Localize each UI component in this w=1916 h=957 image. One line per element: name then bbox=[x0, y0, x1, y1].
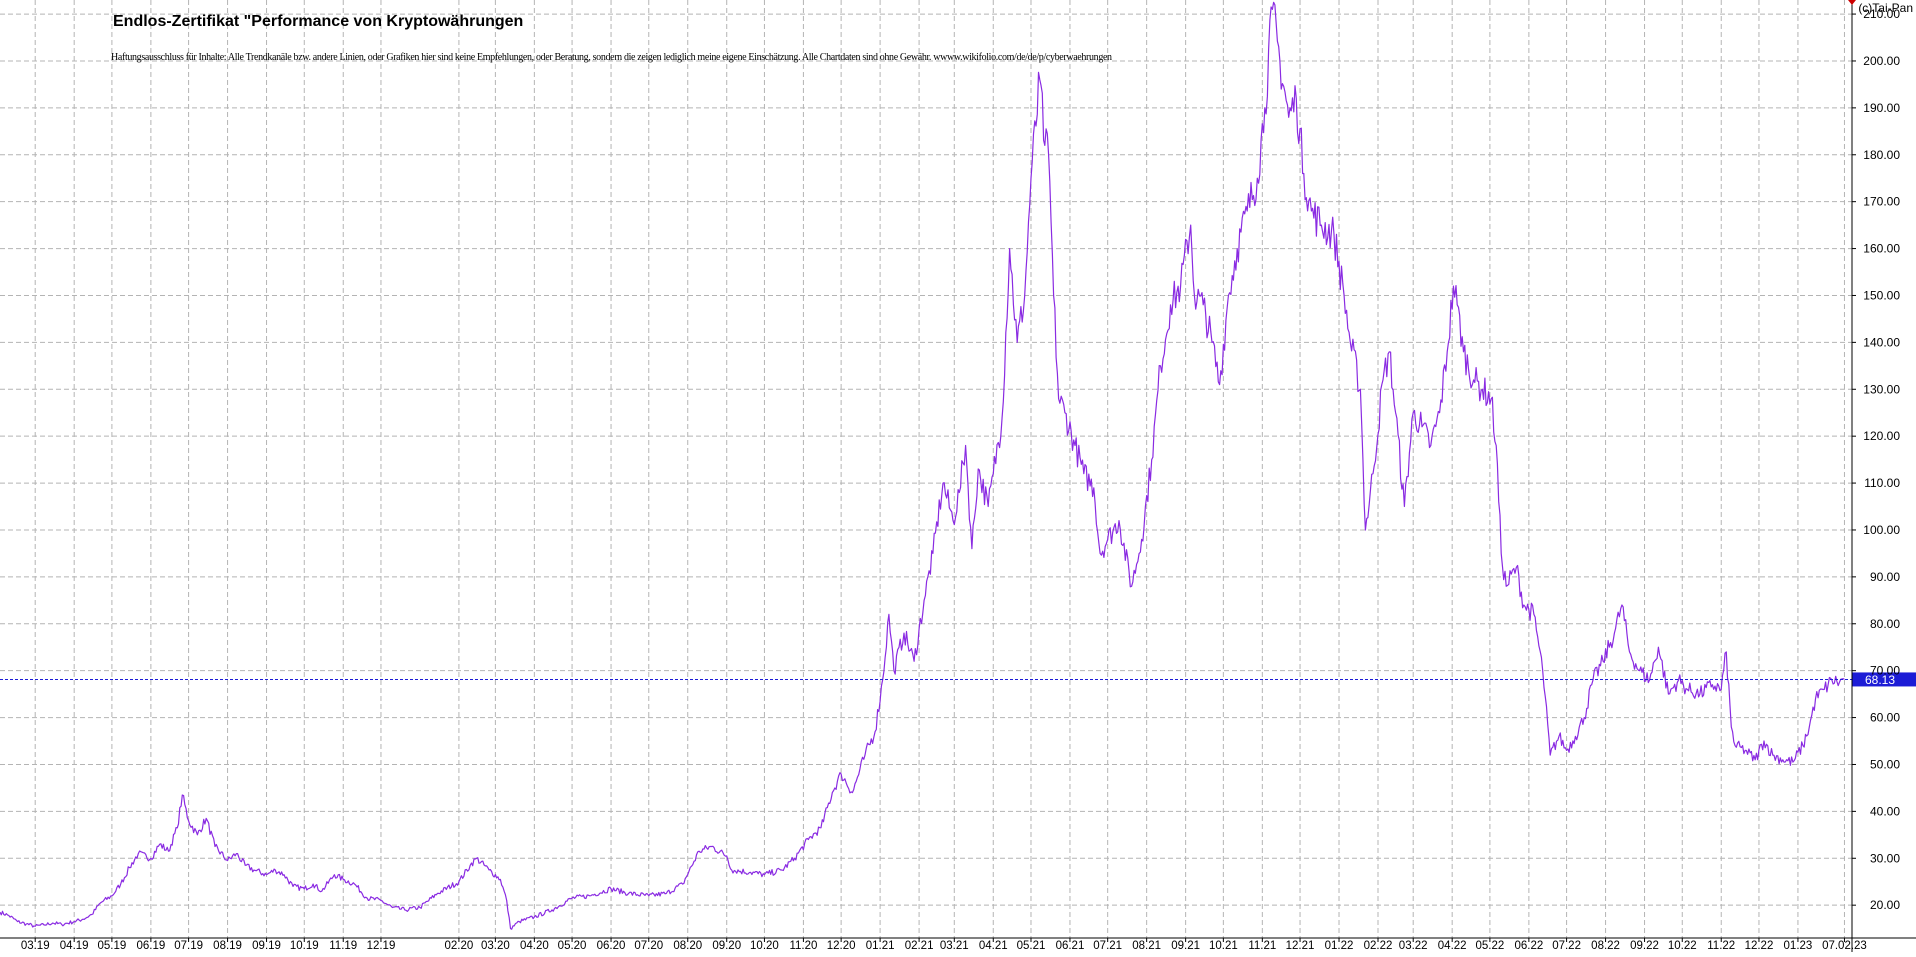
y-tick-label: 50.00 bbox=[1870, 757, 1900, 771]
x-tick-label: 05.19 bbox=[98, 940, 127, 952]
copyright-label: (c)Tai-Pan bbox=[1858, 1, 1913, 15]
y-tick-label: 190.00 bbox=[1863, 101, 1900, 115]
y-tick-label: 210.00 bbox=[1863, 7, 1900, 21]
x-tick-label: 08.21 bbox=[1132, 940, 1161, 952]
x-tick-label: 01.23 bbox=[1784, 940, 1813, 952]
x-tick-label: 09.20 bbox=[712, 940, 741, 952]
x-tick-label: 02.21 bbox=[905, 940, 934, 952]
x-tick-label: 06.20 bbox=[597, 940, 626, 952]
x-tick-label: 04.22 bbox=[1438, 940, 1467, 952]
disclaimer-text: Haftungsausschluss für Inhalte: Alle Tre… bbox=[111, 52, 1112, 63]
x-tick-label: 06.19 bbox=[136, 940, 165, 952]
x-tick-label: 10.21 bbox=[1209, 940, 1238, 952]
x-tick-label: 11.21 bbox=[1248, 940, 1276, 952]
x-tick-label: 12.19 bbox=[367, 940, 396, 952]
corner-marker-icon bbox=[1848, 0, 1856, 5]
x-tick-label: 03.20 bbox=[481, 940, 510, 952]
current-value-badge bbox=[1852, 672, 1916, 687]
x-tick-label: 03.21 bbox=[940, 940, 969, 952]
series-line bbox=[0, 1, 1845, 930]
x-tick-label: 06.22 bbox=[1514, 940, 1543, 952]
chart-title: Endlos-Zertifikat "Performance von Krypt… bbox=[113, 13, 524, 30]
x-tick-label: 12.20 bbox=[827, 940, 856, 952]
x-tick-label: 07.20 bbox=[634, 940, 663, 952]
x-tick-label: 04.19 bbox=[60, 940, 89, 952]
x-tick-label: 05.21 bbox=[1017, 940, 1046, 952]
y-tick-label: 40.00 bbox=[1870, 804, 1900, 818]
x-tick-label: 10.19 bbox=[290, 940, 319, 952]
x-tick-label: 08.20 bbox=[673, 940, 702, 952]
x-tick-label: 03.22 bbox=[1399, 940, 1428, 952]
y-tick-label: 90.00 bbox=[1870, 570, 1900, 584]
x-tick-label: 12.22 bbox=[1745, 940, 1774, 952]
y-tick-label: 30.00 bbox=[1870, 851, 1900, 865]
x-tick-label: 09.21 bbox=[1171, 940, 1200, 952]
x-tick-label: 03.19 bbox=[21, 940, 50, 952]
x-tick-label: 09.19 bbox=[252, 940, 281, 952]
x-tick-label: 05.20 bbox=[558, 940, 587, 952]
x-tick-label: 07.22 bbox=[1552, 940, 1581, 952]
x-tick-label: 04.20 bbox=[520, 940, 549, 952]
y-tick-label: 160.00 bbox=[1863, 242, 1900, 256]
y-tick-label: 170.00 bbox=[1863, 195, 1900, 209]
y-tick-label: 150.00 bbox=[1863, 288, 1900, 302]
y-tick-label: 200.00 bbox=[1863, 54, 1900, 68]
x-tick-label: 12.21 bbox=[1286, 940, 1315, 952]
x-tick-label: 11.20 bbox=[789, 940, 817, 952]
y-tick-label: 130.00 bbox=[1863, 382, 1900, 396]
x-tick-label: 11.19 bbox=[329, 940, 357, 952]
current-value-label: 68.13 bbox=[1865, 673, 1895, 687]
x-tick-label: 01.21 bbox=[866, 940, 895, 952]
y-tick-label: 120.00 bbox=[1863, 429, 1900, 443]
x-tick-label: 07.21 bbox=[1093, 940, 1122, 952]
x-axis-labels: 03.19 04.19 05.19 06.19 07.19 08.19 09.19 10.19… bbox=[21, 940, 1867, 952]
x-tick-label: 07.02.23 bbox=[1822, 940, 1867, 952]
y-axis-labels: 20.00 30.00 40.00 50.00 60.00 70.00 80.00 90.00… bbox=[1863, 7, 1900, 912]
x-tick-label: 11.22 bbox=[1707, 940, 1735, 952]
y-tick-label: 180.00 bbox=[1863, 148, 1900, 162]
x-tick-label: 04.21 bbox=[979, 940, 1008, 952]
y-tick-label: 70.00 bbox=[1870, 664, 1900, 678]
x-tick-label: 10.22 bbox=[1668, 940, 1697, 952]
x-tick-label: 02.20 bbox=[445, 940, 474, 952]
grid-lines bbox=[0, 0, 1852, 938]
x-tick-label: 07.19 bbox=[174, 940, 203, 952]
y-tick-label: 80.00 bbox=[1870, 617, 1900, 631]
x-tick-label: 06.21 bbox=[1056, 940, 1085, 952]
y-tick-label: 110.00 bbox=[1864, 476, 1900, 490]
x-tick-label: 01.22 bbox=[1325, 940, 1354, 952]
x-tick-label: 09.22 bbox=[1630, 940, 1659, 952]
y-tick-label: 60.00 bbox=[1870, 711, 1900, 725]
y-tick-label: 100.00 bbox=[1863, 523, 1900, 537]
x-tick-label: 08.19 bbox=[213, 940, 242, 952]
current-value-layer: 68.13 bbox=[0, 672, 1916, 687]
series-layer bbox=[0, 1, 1845, 930]
x-tick-label: 10.20 bbox=[750, 940, 779, 952]
y-tick-label: 140.00 bbox=[1863, 335, 1900, 349]
x-tick-label: 02.22 bbox=[1364, 940, 1393, 952]
x-tick-label: 05.22 bbox=[1476, 940, 1505, 952]
y-tick-label: 20.00 bbox=[1870, 898, 1900, 912]
x-tick-label: 08.22 bbox=[1591, 940, 1620, 952]
